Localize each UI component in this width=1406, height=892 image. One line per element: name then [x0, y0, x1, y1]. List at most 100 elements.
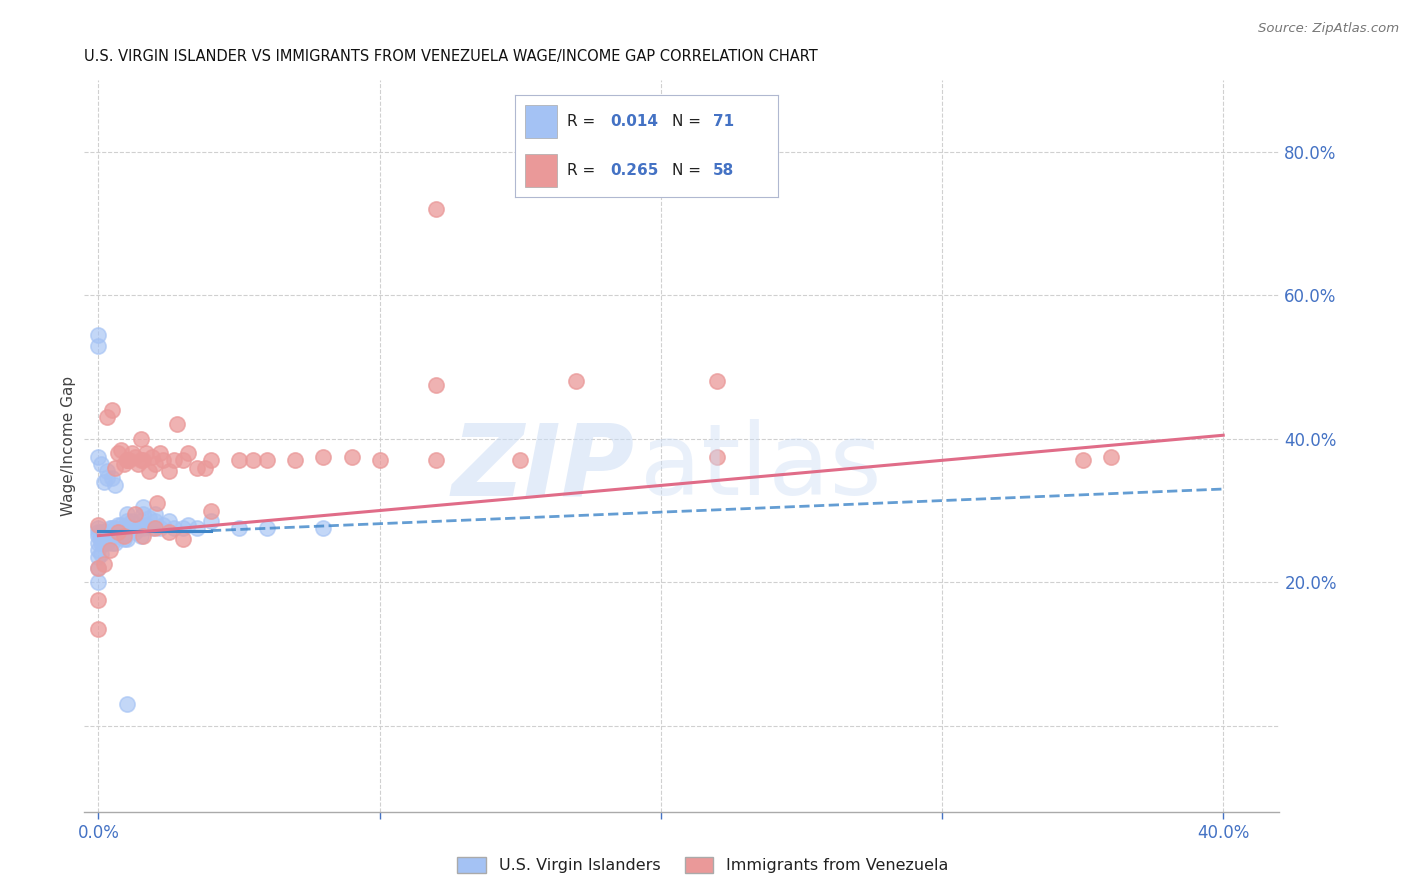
Point: [90, 524, 112, 539]
Point: [425, 202, 447, 217]
Point: [87, 561, 110, 575]
Point: [157, 464, 180, 478]
Point: [110, 442, 132, 457]
Point: [110, 528, 132, 542]
Point: [90, 457, 112, 471]
Point: [96, 524, 118, 539]
Point: [87, 536, 110, 550]
Point: [146, 496, 169, 510]
Point: [98, 521, 121, 535]
Point: [228, 521, 250, 535]
Point: [141, 450, 163, 464]
Point: [163, 521, 186, 535]
Point: [115, 453, 138, 467]
Point: [121, 446, 143, 460]
Point: [143, 514, 166, 528]
Point: [110, 517, 132, 532]
Point: [132, 500, 155, 514]
Point: [141, 521, 163, 535]
Point: [157, 524, 180, 539]
Point: [172, 453, 194, 467]
Point: [132, 521, 155, 535]
Point: [87, 521, 110, 535]
Point: [149, 521, 172, 535]
Point: [172, 533, 194, 547]
Point: [115, 697, 138, 711]
Point: [98, 543, 121, 558]
Point: [112, 528, 135, 542]
Point: [101, 471, 124, 485]
Point: [104, 536, 127, 550]
Point: [87, 575, 110, 590]
Point: [112, 521, 135, 535]
Point: [87, 327, 110, 342]
Point: [115, 507, 138, 521]
Point: [121, 514, 143, 528]
Point: [87, 543, 110, 558]
Point: [200, 514, 222, 528]
Point: [115, 514, 138, 528]
Point: [172, 521, 194, 535]
Point: [96, 528, 118, 542]
Point: [93, 558, 115, 572]
Point: [107, 517, 129, 532]
Point: [118, 521, 141, 535]
Point: [132, 528, 155, 542]
Point: [425, 453, 447, 467]
Point: [132, 453, 155, 467]
Point: [104, 528, 127, 542]
Point: [129, 514, 152, 528]
Point: [129, 453, 152, 467]
Point: [135, 446, 157, 460]
Legend: U.S. Virgin Islanders, Immigrants from Venezuela: U.S. Virgin Islanders, Immigrants from V…: [451, 850, 955, 880]
Point: [284, 453, 307, 467]
Point: [200, 453, 222, 467]
Point: [96, 410, 118, 425]
Text: atlas: atlas: [640, 419, 882, 516]
Point: [124, 524, 146, 539]
Point: [96, 533, 118, 547]
Point: [200, 503, 222, 517]
Point: [93, 524, 115, 539]
Point: [118, 453, 141, 467]
Point: [90, 547, 112, 561]
Point: [127, 457, 149, 471]
Point: [127, 521, 149, 535]
Point: [101, 536, 124, 550]
Point: [124, 507, 146, 521]
Point: [96, 464, 118, 478]
Point: [228, 453, 250, 467]
Point: [107, 524, 129, 539]
Point: [87, 450, 110, 464]
Point: [104, 521, 127, 535]
Point: [112, 457, 135, 471]
Point: [425, 378, 447, 392]
Point: [101, 403, 124, 417]
Point: [115, 533, 138, 547]
Point: [87, 517, 110, 532]
Point: [98, 528, 121, 542]
Point: [93, 528, 115, 542]
Point: [186, 460, 208, 475]
Point: [87, 561, 110, 575]
Text: Source: ZipAtlas.com: Source: ZipAtlas.com: [1258, 22, 1399, 36]
Point: [135, 517, 157, 532]
Point: [129, 432, 152, 446]
Point: [166, 417, 188, 432]
Point: [107, 524, 129, 539]
Y-axis label: Wage/Income Gap: Wage/Income Gap: [60, 376, 76, 516]
Point: [87, 593, 110, 607]
Point: [194, 460, 217, 475]
Point: [312, 450, 335, 464]
Point: [87, 338, 110, 352]
Point: [256, 453, 278, 467]
Point: [152, 453, 174, 467]
Text: ZIP: ZIP: [451, 419, 634, 516]
Point: [96, 471, 118, 485]
Point: [152, 517, 174, 532]
Point: [1071, 453, 1094, 467]
Point: [143, 521, 166, 535]
Point: [509, 453, 531, 467]
Point: [163, 453, 186, 467]
Point: [256, 521, 278, 535]
